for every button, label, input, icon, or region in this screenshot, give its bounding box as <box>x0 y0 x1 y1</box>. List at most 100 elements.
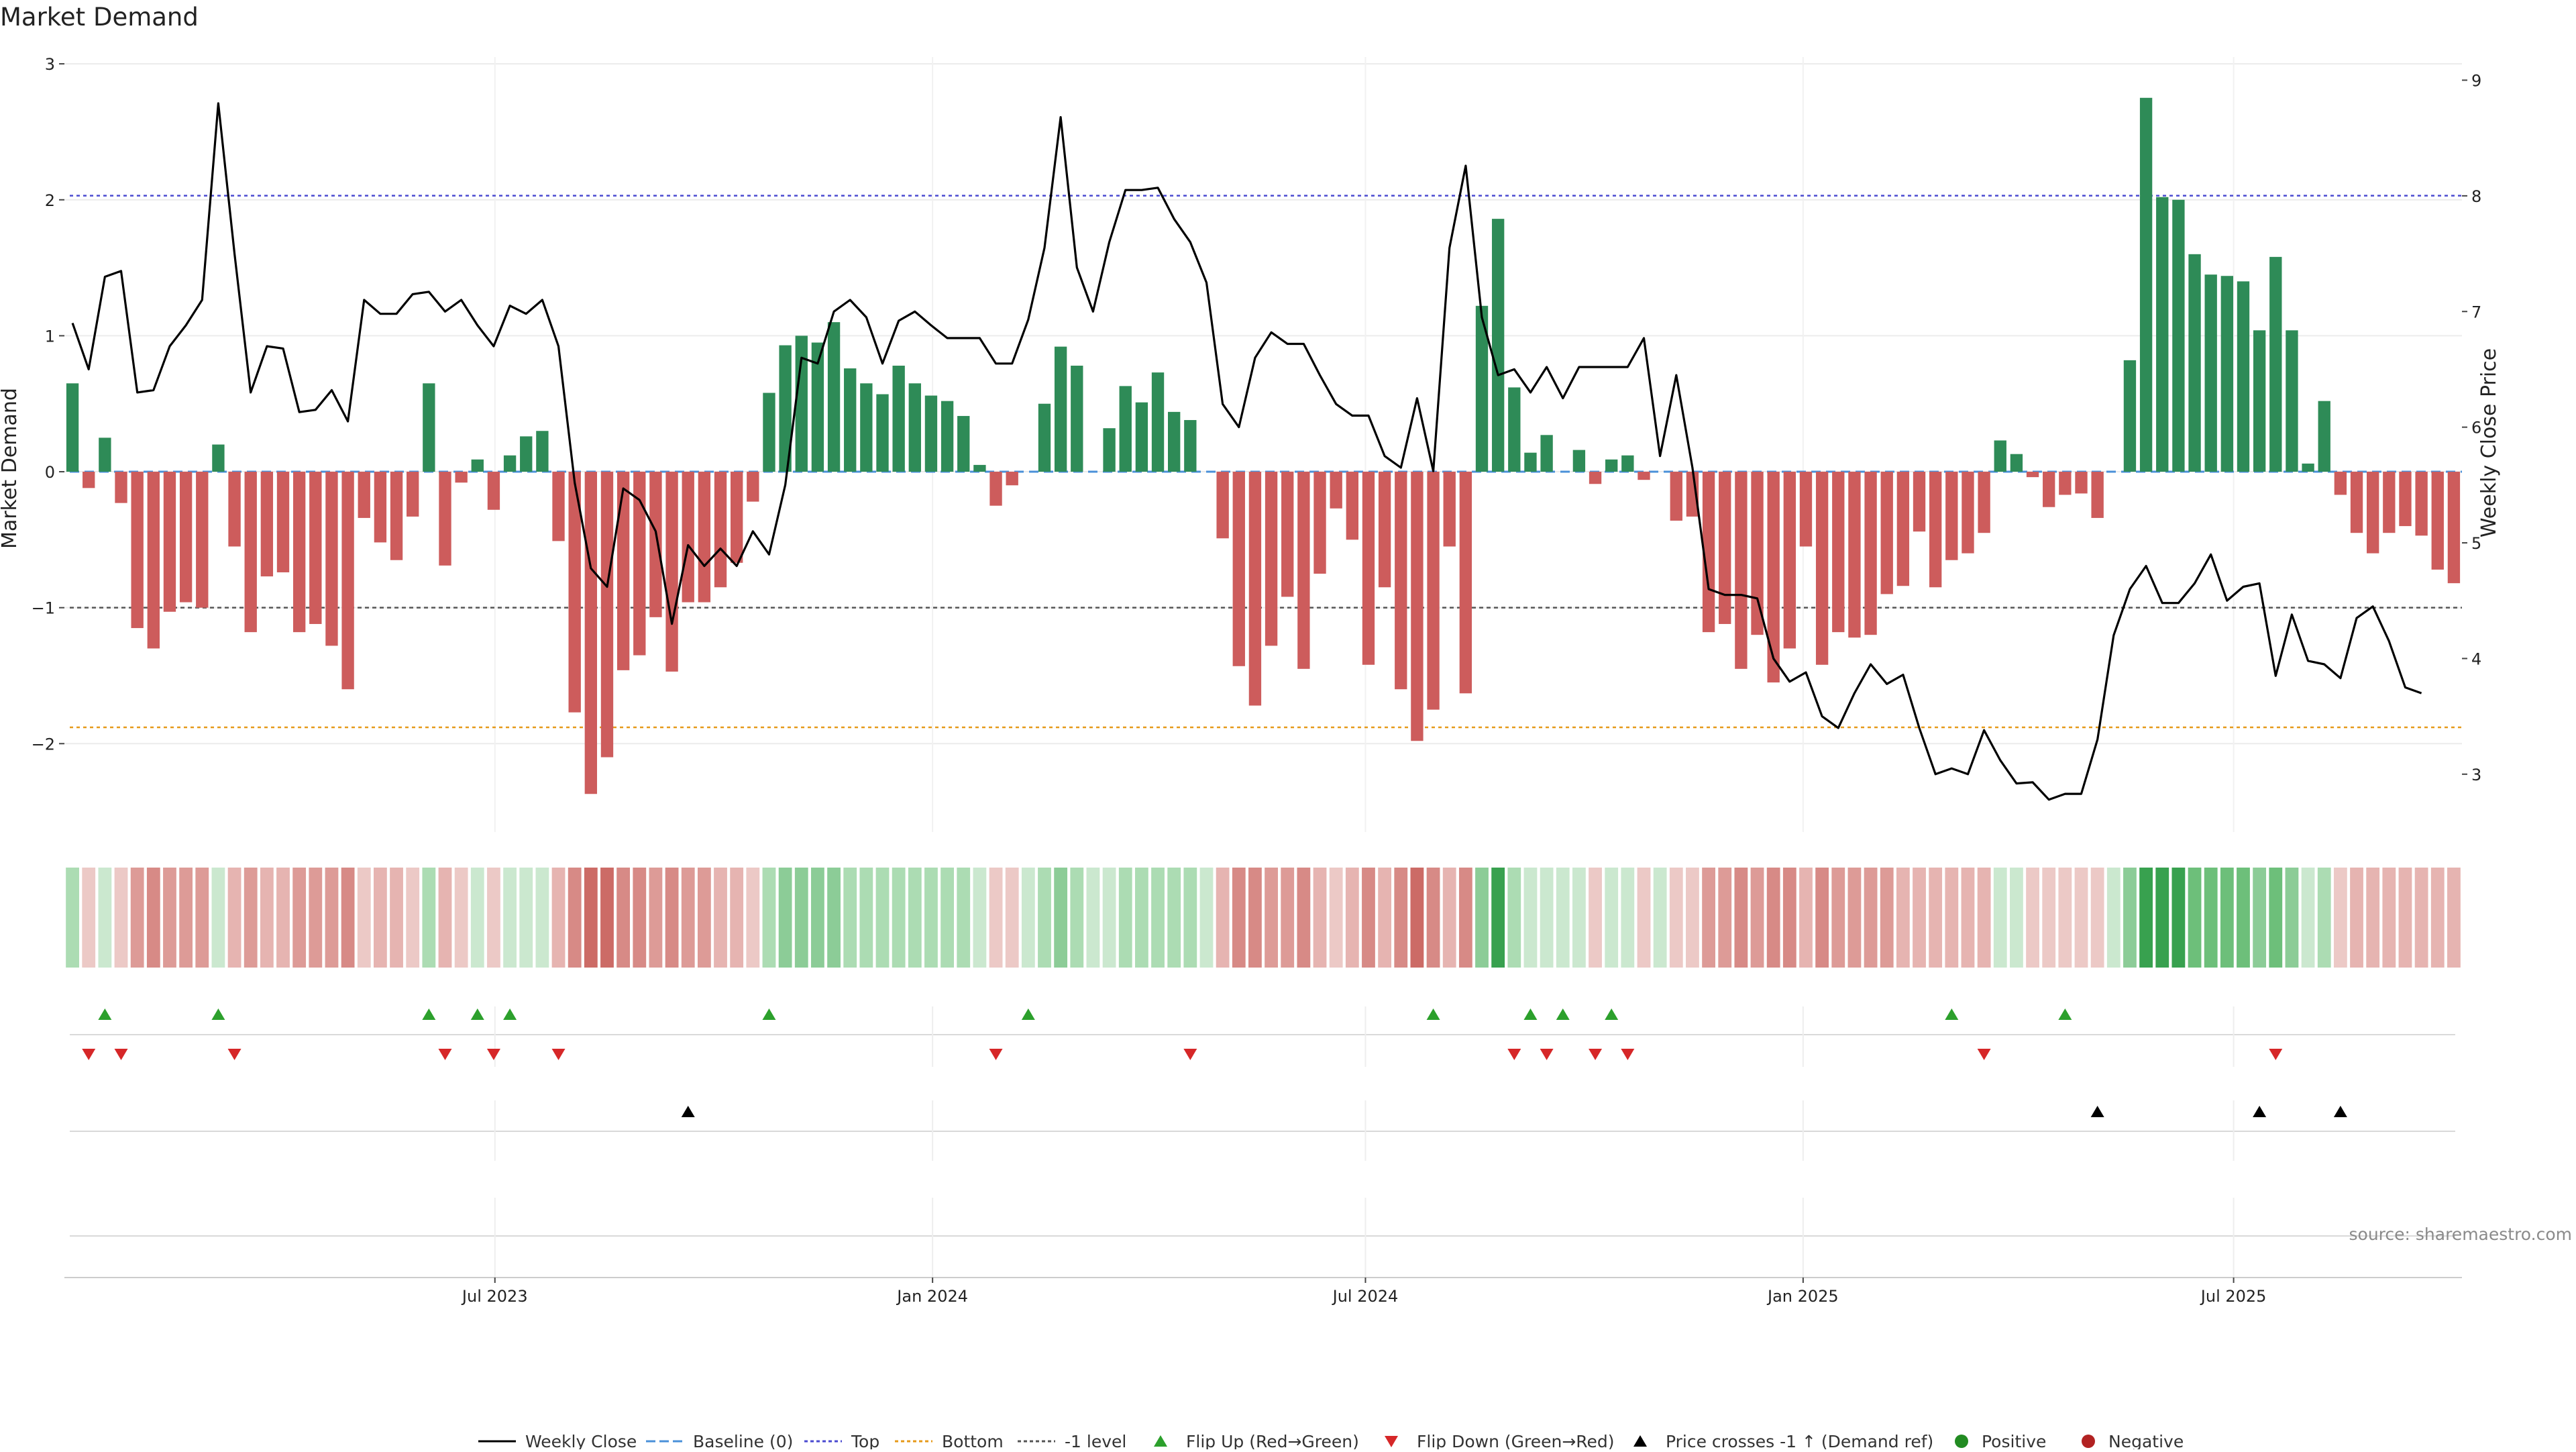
price-cross-panel <box>70 1100 2455 1161</box>
negative-demand-bar <box>1459 472 1472 694</box>
price-cross-marker <box>2090 1106 2104 1117</box>
negative-demand-bar <box>131 472 144 629</box>
flip-markers-panel <box>70 1006 2455 1067</box>
negative-demand-bar <box>730 472 743 563</box>
positive-demand-bar <box>2237 281 2250 472</box>
heat-strip-cell <box>1815 868 1829 968</box>
legend-triangle-up-icon <box>1633 1435 1647 1447</box>
heat-strip-cell <box>373 868 387 968</box>
heat-strip-cell <box>1589 868 1602 968</box>
heat-strip-cell <box>276 868 290 968</box>
positive-demand-bar <box>2220 276 2234 472</box>
heat-strip-cell <box>616 868 631 968</box>
positive-demand-bar <box>957 415 970 472</box>
positive-demand-bar <box>2123 360 2137 472</box>
negative-demand-bar <box>374 472 387 543</box>
negative-demand-bar <box>1719 472 1731 624</box>
flip-up-marker <box>503 1008 517 1020</box>
heat-strip-cell <box>1718 868 1732 968</box>
heat-strip-cell <box>146 868 160 968</box>
y-tick-label: −2 <box>32 735 55 754</box>
negative-demand-bar <box>147 472 160 649</box>
positive-demand-bar <box>2286 330 2298 472</box>
price-cross-marker <box>2253 1106 2267 1117</box>
heat-strip-cell <box>1248 868 1262 968</box>
negative-demand-bar <box>552 472 565 541</box>
heat-strip-cell <box>1070 868 1084 968</box>
heat-strip-cell <box>1086 868 1100 968</box>
positive-demand-bar <box>1508 387 1521 472</box>
legend-label: Flip Up (Red→Green) <box>1186 1432 1359 1449</box>
positive-demand-bar <box>212 444 225 472</box>
negative-demand-bar <box>616 472 630 670</box>
heat-strip-cell <box>1167 868 1181 968</box>
x-tick-label: Jan 2025 <box>1766 1287 1839 1306</box>
heat-strip-cell <box>341 868 355 968</box>
heat-strip-cell <box>2171 868 2186 968</box>
heat-strip-cell <box>82 868 96 968</box>
negative-demand-bar <box>455 472 468 483</box>
axes: 3 2 1 0 −1 −2 9 8 7 6 5 4 3 <box>32 55 2482 784</box>
negative-demand-bar <box>1313 472 1326 574</box>
heat-strip-cell <box>941 868 955 968</box>
legend-label: Flip Down (Green→Red) <box>1417 1432 1615 1449</box>
positive-demand-bar <box>2269 256 2282 472</box>
heat-strip-cell <box>211 868 225 968</box>
heat-strip-cell <box>1929 868 1943 968</box>
heat-strip-cell <box>179 868 193 968</box>
negative-demand-bar <box>1880 472 1893 594</box>
positive-demand-bar <box>779 345 792 472</box>
heat-strip-cell <box>2285 868 2299 968</box>
heat-strip-cell <box>2237 868 2250 968</box>
negative-demand-bar <box>1929 472 1942 588</box>
heat-strip-cell <box>390 868 403 968</box>
negative-demand-bar <box>1395 472 1407 690</box>
heat-strip-cell <box>1896 868 1910 968</box>
heat-strip-cell <box>325 868 339 968</box>
negative-demand-bar <box>325 472 338 646</box>
heat-strip-cell <box>406 868 420 968</box>
flip-up-marker <box>98 1008 112 1020</box>
positive-demand-bar <box>1038 403 1051 472</box>
heat-strip-cell <box>875 868 890 968</box>
negative-demand-bar <box>1670 472 1682 521</box>
heat-strip-cell <box>1977 868 1991 968</box>
heat-strip-cell <box>1750 868 1764 968</box>
negative-demand-bar <box>568 472 581 713</box>
negative-demand-bar <box>584 472 598 794</box>
heat-strip-cell <box>1766 868 1780 968</box>
heat-strip-cell <box>1362 868 1375 968</box>
flip-down-marker <box>114 1049 128 1060</box>
heat-strip-cell <box>1281 868 1295 968</box>
heat-strip-cell <box>778 868 792 968</box>
heat-strip-cell <box>357 868 371 968</box>
heat-strip-cell <box>470 868 484 968</box>
negative-demand-bar <box>1443 472 1456 547</box>
negative-demand-bar <box>1248 472 1262 706</box>
heat-strip-cell <box>519 868 533 968</box>
negative-demand-bar <box>2043 472 2055 507</box>
positive-demand-bar <box>795 335 808 472</box>
heat-strip-cell <box>1847 868 1862 968</box>
y-axis-label: Market Demand <box>0 388 21 549</box>
negative-demand-bar <box>1589 472 1602 484</box>
negative-demand-bar <box>1427 472 1440 710</box>
negative-demand-bar <box>2350 472 2363 533</box>
negative-demand-bar <box>2399 472 2412 527</box>
legend-label: Top <box>851 1432 879 1449</box>
flip-down-marker <box>1589 1049 1603 1060</box>
positive-demand-bar <box>811 342 824 472</box>
legend-label: Baseline (0) <box>693 1432 793 1449</box>
y-tick-label: 1 <box>45 327 55 346</box>
heat-strip-cell <box>2042 868 2056 968</box>
flip-up-marker <box>1021 1008 1035 1020</box>
heat-strip-cell <box>2074 868 2088 968</box>
heat-strip-cell <box>1102 868 1116 968</box>
heat-strip-cell <box>2366 868 2380 968</box>
negative-demand-bar <box>747 472 759 502</box>
heat-strip-cell <box>859 868 873 968</box>
x-tick-label: Jul 2025 <box>2200 1287 2267 1306</box>
heat-strip-cell <box>1329 868 1343 968</box>
heat-strip-cell <box>1831 868 1845 968</box>
